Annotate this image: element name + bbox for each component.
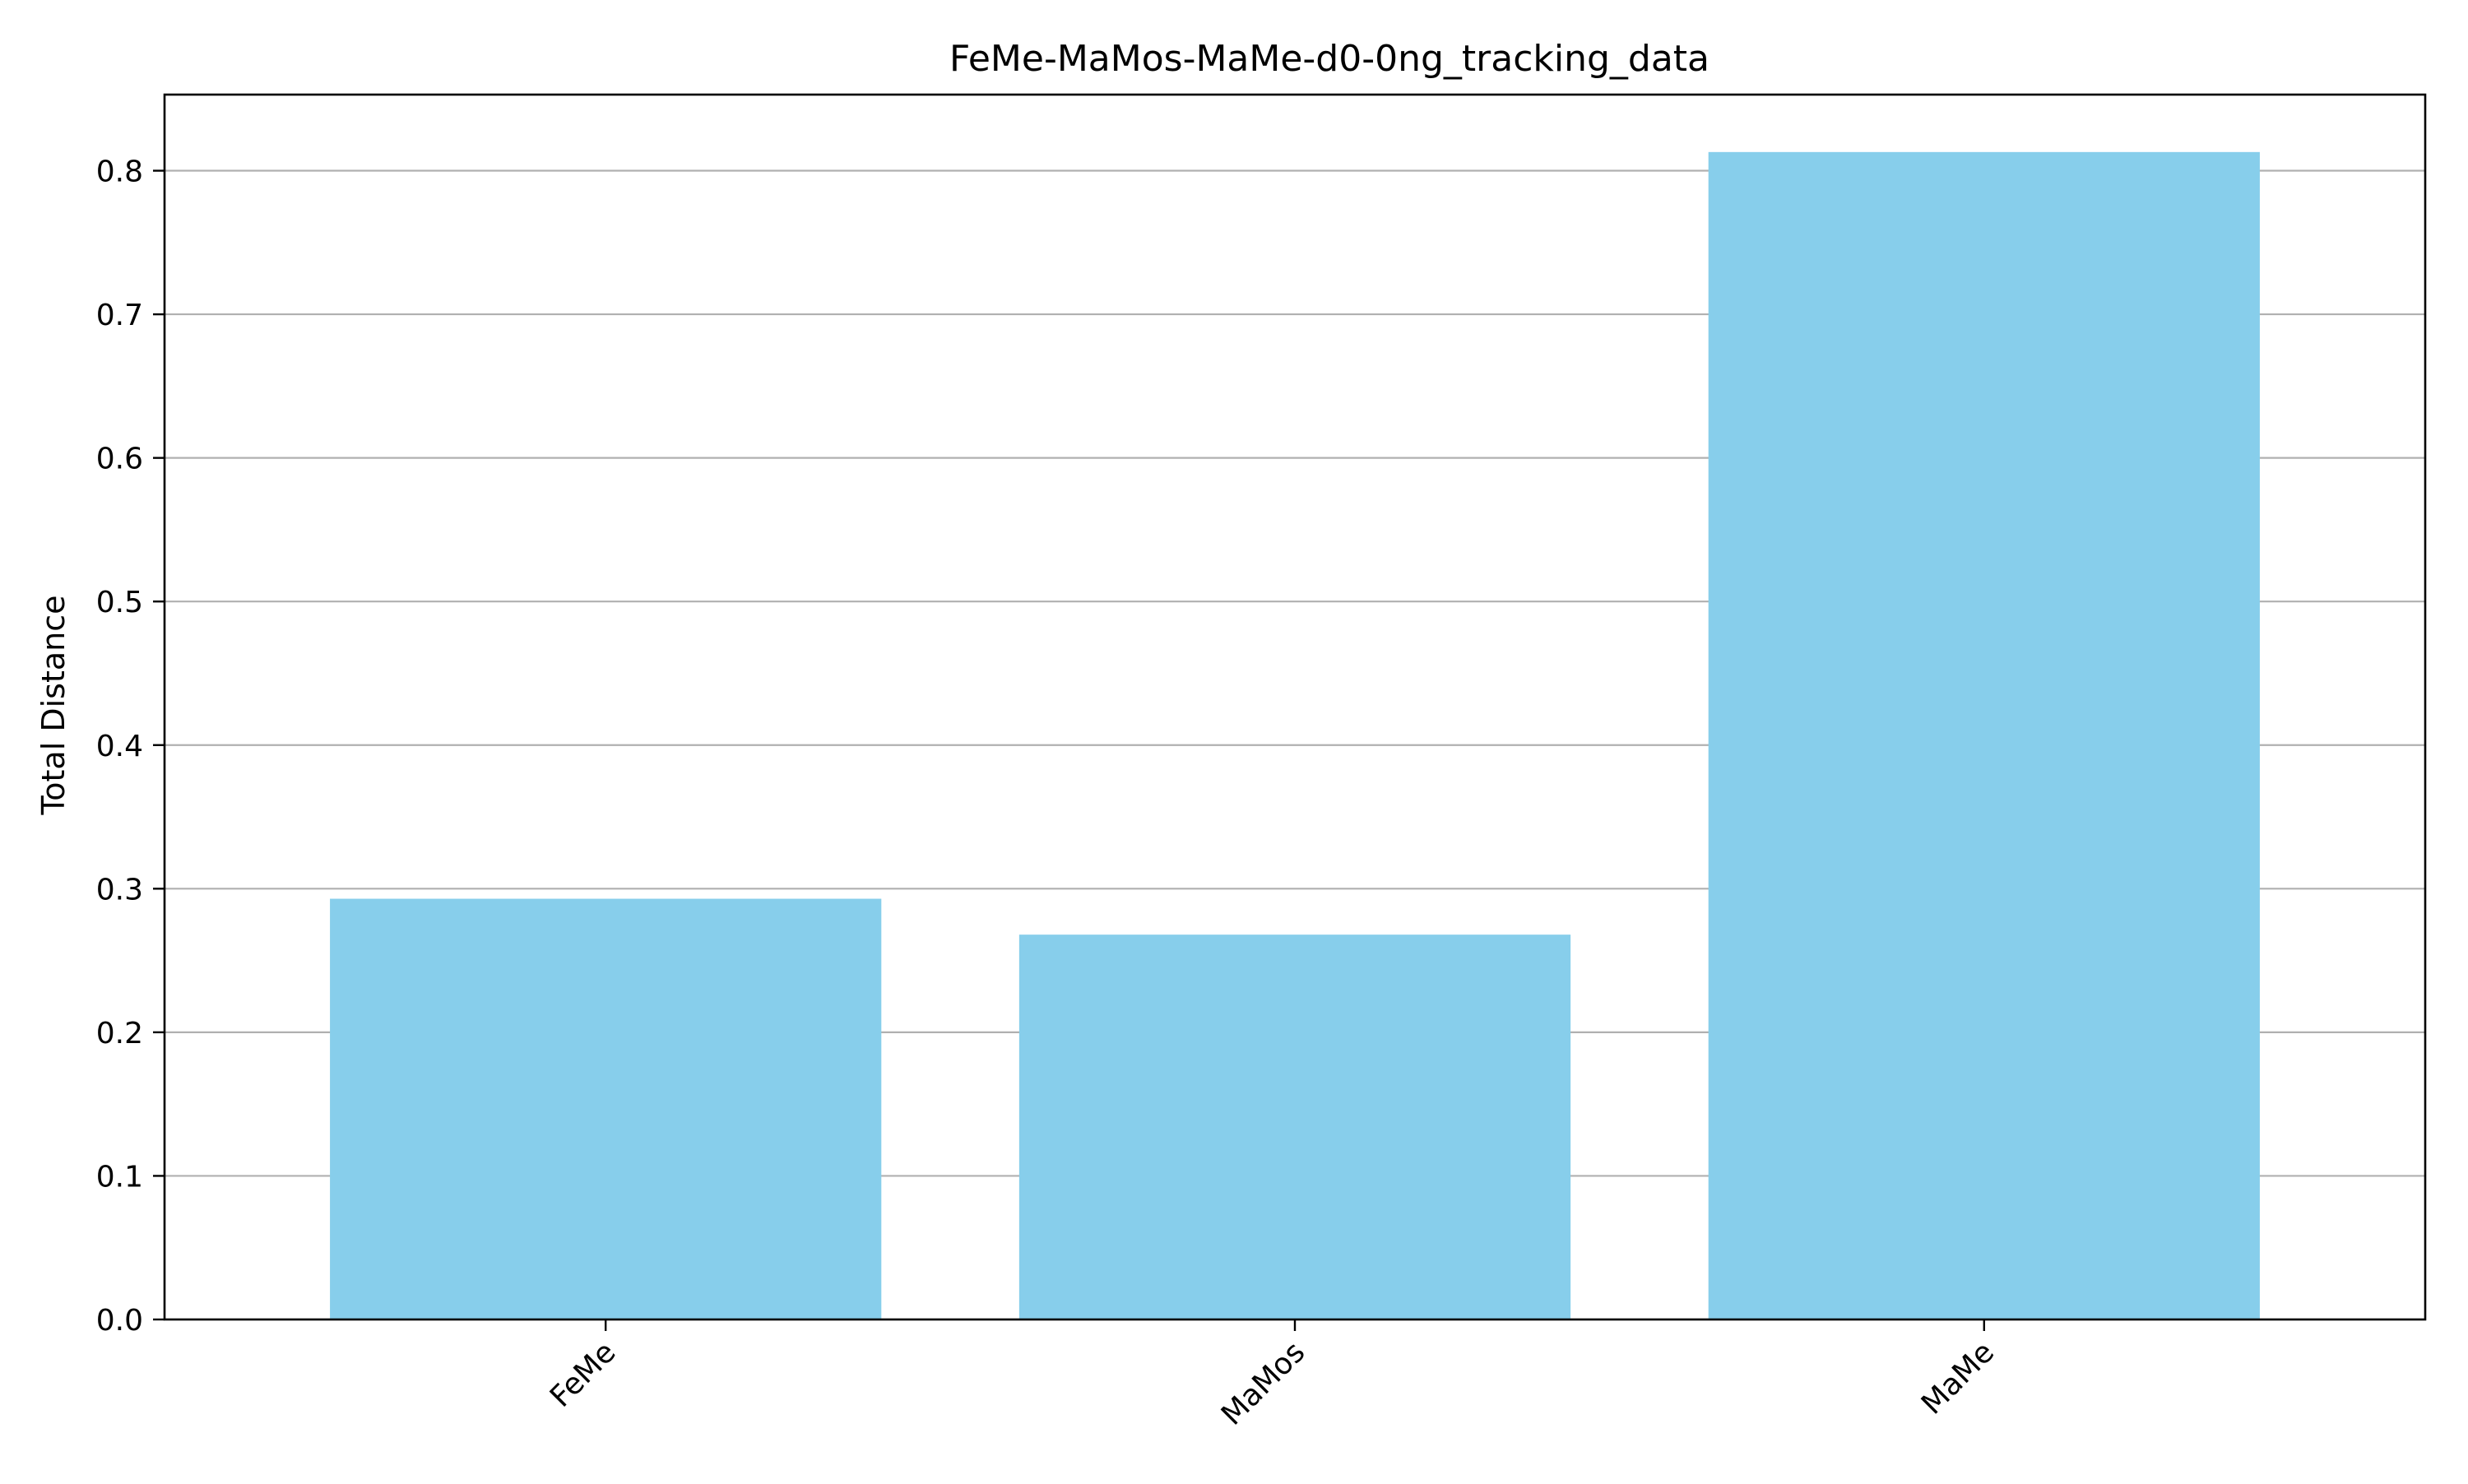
y-tick-label: 0.7 bbox=[96, 299, 143, 332]
y-tick-label: 0.5 bbox=[96, 586, 143, 619]
y-axis-ticks: 0.0 0.1 0.2 0.3 0.4 0.5 0.6 0.7 0.8 bbox=[96, 155, 165, 1338]
y-axis-label: Total Distance bbox=[35, 596, 72, 816]
y-tick-label: 0.6 bbox=[96, 443, 143, 476]
bar-feme bbox=[330, 898, 882, 1319]
y-tick-label: 0.0 bbox=[96, 1304, 143, 1338]
y-tick-label: 0.1 bbox=[96, 1160, 143, 1194]
chart-title: FeMe-MaMos-MaMe-d0-0ng_tracking_data bbox=[949, 38, 1710, 80]
y-tick-label: 0.8 bbox=[96, 155, 143, 189]
bars bbox=[330, 151, 2260, 1320]
bar-mame bbox=[1708, 151, 2260, 1320]
bar-mamos bbox=[1018, 934, 1571, 1319]
y-tick-label: 0.4 bbox=[96, 730, 143, 763]
y-tick-label: 0.2 bbox=[96, 1017, 143, 1050]
y-tick-label: 0.3 bbox=[96, 873, 143, 907]
